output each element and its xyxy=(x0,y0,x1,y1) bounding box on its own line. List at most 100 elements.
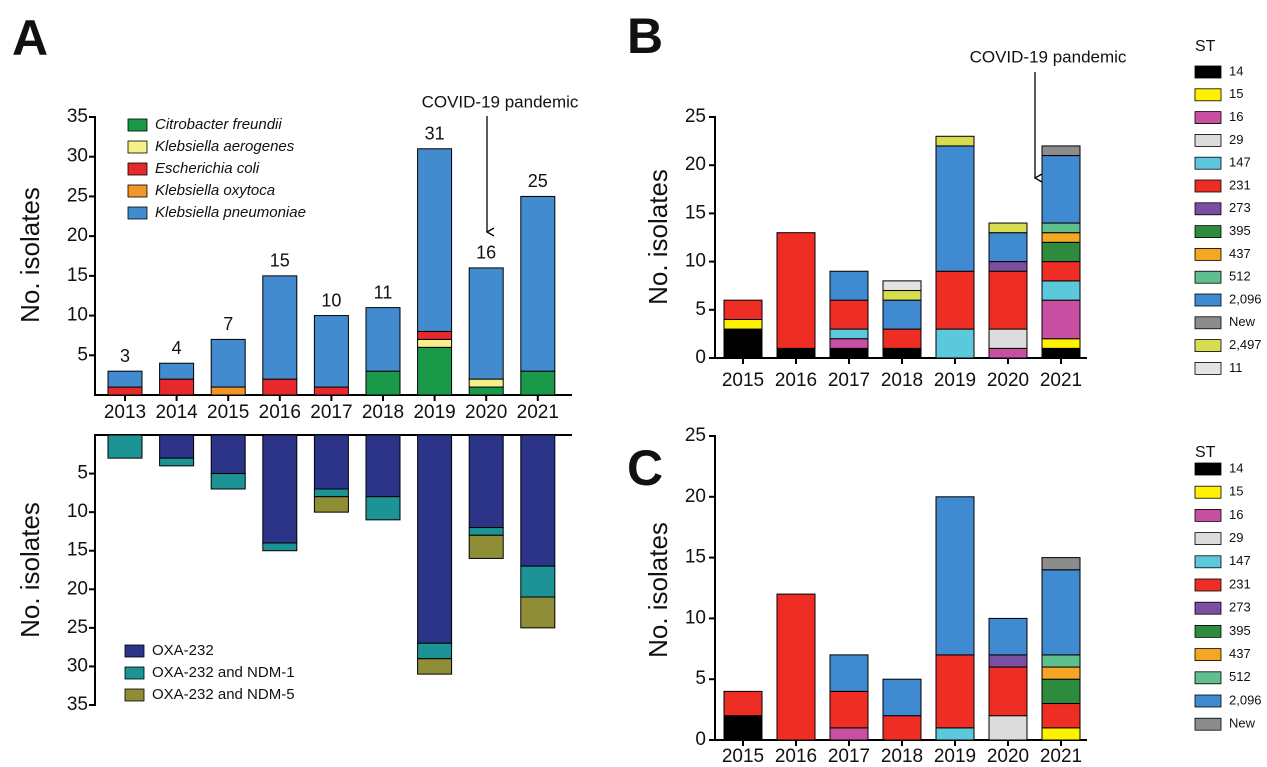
legend-label: 16 xyxy=(1229,109,1243,124)
bar-segment xyxy=(1041,222,1081,234)
legend-swatch xyxy=(127,162,148,176)
panel-label: A xyxy=(12,10,48,66)
bar-segment xyxy=(262,378,298,396)
annotation: COVID-19 pandemic xyxy=(970,47,1127,66)
bar-segment xyxy=(159,378,195,396)
legend-swatch xyxy=(127,206,148,220)
bar-segment xyxy=(365,307,401,372)
x-tick-label: 2017 xyxy=(828,746,870,767)
bar-segment xyxy=(365,370,401,396)
legend-label: 11 xyxy=(1229,360,1243,375)
x-tick-label: 2021 xyxy=(517,402,559,423)
bar-segment xyxy=(520,596,556,629)
x-tick-label: 2018 xyxy=(362,402,404,423)
legend-swatch xyxy=(1194,717,1222,731)
total-label: 25 xyxy=(528,171,548,191)
y-tick-label: 0 xyxy=(695,729,706,750)
bar-segment xyxy=(468,527,504,536)
bar-segment xyxy=(829,299,869,330)
bar-segment xyxy=(829,347,869,359)
bar-segment xyxy=(262,434,298,544)
legend-label: 147 xyxy=(1229,155,1251,170)
panel-label: C xyxy=(627,440,663,496)
legend-swatch xyxy=(1194,65,1222,79)
annotation: COVID-19 pandemic xyxy=(422,92,579,111)
y-tick-label: 0 xyxy=(695,347,706,368)
bar-segment xyxy=(829,654,869,692)
legend-label: Klebsiella aerogenes xyxy=(155,138,295,155)
bar-segment xyxy=(210,434,246,475)
bar-segment xyxy=(776,347,816,359)
bar-segment xyxy=(1041,666,1081,680)
y-tick-label: 15 xyxy=(67,540,88,561)
legend-label: 512 xyxy=(1229,669,1251,684)
y-tick-label: 15 xyxy=(685,547,706,568)
x-tick-label: 2016 xyxy=(259,402,301,423)
legend-swatch xyxy=(1194,462,1222,476)
bar-segment xyxy=(988,328,1028,349)
bar-segment xyxy=(935,145,975,272)
total-label: 11 xyxy=(374,282,393,302)
y-tick-label: 25 xyxy=(685,106,706,127)
legend-swatch xyxy=(127,140,148,154)
legend-swatch xyxy=(124,688,145,702)
legend-swatch xyxy=(124,644,145,658)
y-axis-title: No. isolates xyxy=(643,522,673,658)
total-label: 31 xyxy=(425,124,445,144)
x-tick-label: 2019 xyxy=(413,402,455,423)
legend-swatch xyxy=(1194,625,1222,638)
total-label: 10 xyxy=(321,290,341,310)
y-tick-label: 30 xyxy=(67,146,88,167)
bar-segment xyxy=(935,270,975,330)
legend-swatch xyxy=(127,184,148,198)
bar-segment xyxy=(520,370,556,396)
legend-label: 14 xyxy=(1229,460,1243,475)
legend-label: 14 xyxy=(1229,63,1243,78)
bar-segment xyxy=(1041,261,1081,282)
bar-segment xyxy=(468,434,504,529)
x-tick-label: 2021 xyxy=(1040,746,1082,767)
y-tick-label: 35 xyxy=(67,106,88,127)
bar-segment xyxy=(882,290,922,301)
y-tick-label: 20 xyxy=(685,486,706,507)
bar-segment xyxy=(882,280,922,292)
bar-segment xyxy=(723,318,763,330)
bar-segment xyxy=(723,328,763,359)
bar-segment xyxy=(1041,678,1081,705)
bar-segment xyxy=(988,347,1028,359)
y-tick-label: 15 xyxy=(67,265,88,286)
legend-swatch xyxy=(1194,247,1222,261)
y-axis-title: No. isolates xyxy=(15,502,45,638)
bar-segment xyxy=(935,328,975,359)
y-tick-label: 5 xyxy=(77,344,88,365)
bar-segment xyxy=(1041,145,1081,157)
legend-label: 273 xyxy=(1229,200,1251,215)
legend-swatch xyxy=(1194,156,1222,170)
bar-segment xyxy=(1041,654,1081,668)
bar-segment xyxy=(159,457,195,467)
bar-segment xyxy=(365,434,401,498)
bar-segment xyxy=(107,386,143,396)
legend-title: ST xyxy=(1195,38,1216,55)
legend-swatch xyxy=(1194,578,1222,592)
bar-segment xyxy=(210,386,246,396)
bar-segment xyxy=(417,346,453,396)
x-tick-label: 2016 xyxy=(775,746,817,767)
total-label: 4 xyxy=(172,338,182,358)
legend-label: OXA-232 xyxy=(152,642,214,659)
x-tick-label: 2017 xyxy=(828,370,870,391)
legend-label: 273 xyxy=(1229,600,1251,615)
bar-segment xyxy=(1041,338,1081,349)
bar-segment xyxy=(1041,232,1081,243)
legend-swatch xyxy=(1194,485,1222,499)
x-tick-label: 2021 xyxy=(1040,370,1082,391)
y-tick-label: 20 xyxy=(67,225,88,246)
x-tick-label: 2020 xyxy=(987,370,1029,391)
legend-swatch xyxy=(1194,202,1222,216)
legend-label: 231 xyxy=(1229,576,1251,591)
legend-swatch xyxy=(1194,532,1222,545)
bar-segment xyxy=(723,690,763,717)
legend-label: 15 xyxy=(1229,86,1243,101)
bar-segment xyxy=(468,267,504,380)
bar-segment xyxy=(417,642,453,660)
